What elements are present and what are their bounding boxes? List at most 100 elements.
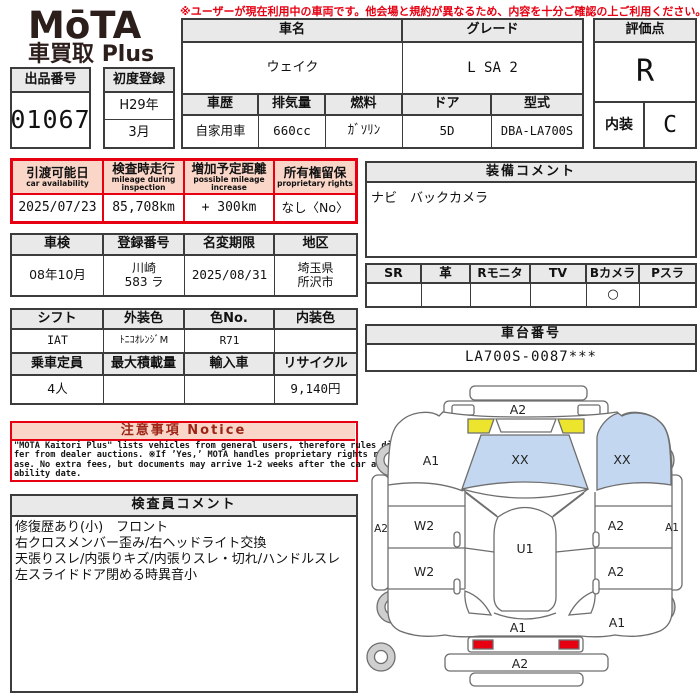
vehicle-name-value: ウェイク — [183, 43, 403, 93]
car-damage-diagram: A2 A1 XX XX A2 A1 W2 W2 A2 A2 U1 A1 A1 A… — [366, 385, 683, 687]
history-header: 車歴 — [183, 93, 259, 116]
plate-value: 川崎 583 ラ — [104, 256, 185, 295]
label-front-bumper: A2 — [510, 402, 527, 417]
equip-leather-value — [422, 284, 471, 306]
chassis-number-label: 車台番号 — [367, 326, 695, 345]
transfer-deadline-value: 2025/08/31 — [185, 256, 275, 295]
doors-value: 5D — [403, 116, 492, 147]
equip-pslide-header: Pスラ — [640, 265, 695, 284]
rating-overall-value: R — [595, 43, 695, 103]
taillight-right-highlight — [558, 639, 580, 650]
interior-color-header: 内装色 — [275, 310, 356, 330]
shift-value: IAT — [12, 330, 104, 352]
first-registration-month: 3月 — [128, 125, 150, 141]
spare-tire — [366, 642, 396, 672]
rear-bottom-panel — [469, 672, 584, 687]
label-left-rear-door: W2 — [414, 564, 434, 579]
mota-logo-brand: MōTA — [28, 4, 142, 47]
label-roof: U1 — [516, 541, 533, 556]
inspector-comment-body: 修復歴あり(小) フロント 右クロスメンバー歪み/右ヘッドライト交換 天張りスレ… — [15, 520, 341, 583]
equipment-comment-box: 装備コメント ナビ バックカメラ — [365, 161, 697, 258]
rating-interior-value: C — [663, 111, 677, 138]
chassis-number-value: LA700S-0087*** — [464, 349, 597, 366]
specs-table: シフト 外装色 色No. 内装色 IAT ﾄﾆｺｵﾚﾝｼﾞM R71 乗車定員 … — [10, 308, 358, 405]
inspector-comment-box: 検査員コメント 修復歴あり(小) フロント 右クロスメンバー歪み/右ヘッドライト… — [10, 494, 358, 693]
roof-panel — [493, 506, 557, 612]
displacement-value: 660cc — [259, 116, 326, 147]
inspection-value: 08年10月 — [12, 256, 104, 295]
front-top-panel — [469, 385, 588, 401]
capacity-value: 4人 — [12, 376, 104, 403]
equip-sr-header: SR — [367, 265, 422, 284]
proprietary-rights-value: なし〈No〉 — [281, 199, 349, 215]
model-code-value: DBA-LA700S — [500, 123, 574, 138]
lot-number-label: 出品番号 — [12, 69, 89, 93]
equipment-table: SR 革 Rモニタ TV Bカメラ Pスラ ○ — [365, 263, 697, 308]
headlight-right-highlight — [557, 418, 585, 434]
equip-sr-value — [367, 284, 422, 306]
import-header: 輸入車 — [185, 352, 275, 376]
plate-header: 登録番号 — [104, 235, 185, 256]
notice-box: 注意事項 Notice "MOTA Kaitori Plus" lists ve… — [10, 421, 397, 482]
label-right-front-door: A2 — [608, 518, 625, 533]
label-rear-gate: A1 — [510, 620, 527, 635]
rear-bumper-bar — [444, 653, 609, 672]
history-value: 自家用車 — [183, 116, 259, 147]
proprietary-rights-header: 所有権留保 proprietary rights — [275, 161, 355, 195]
registration-table: 車検 登録番号 名変期限 地区 08年10月 川崎 583 ラ 2025/08/3… — [10, 233, 358, 297]
displacement-header: 排気量 — [259, 93, 326, 116]
notice-body: "MOTA Kaitori Plus" lists vehicles from … — [14, 441, 397, 480]
inspection-header: 車検 — [12, 235, 104, 256]
availability-date-header: 引渡可能日 car availability — [13, 161, 104, 195]
district-header: 地区 — [275, 235, 356, 256]
interior-color-value — [275, 330, 356, 352]
mileage-header: 検査時走行 mileage during inspection — [104, 161, 185, 195]
mota-logo-subtitle-jp: 車買取 — [28, 42, 95, 67]
vehicle-grade-value: L SA 2 — [467, 59, 518, 76]
lot-number-value: 01067 — [10, 104, 91, 134]
equip-leather-header: 革 — [422, 265, 471, 284]
lot-number-box: 出品番号 01067 — [10, 67, 91, 149]
mota-logo-subtitle-en: Plus — [101, 42, 155, 67]
max-load-header: 最大積載量 — [104, 352, 185, 376]
first-registration-year: H29年 — [105, 93, 173, 120]
rating-header: 評価点 — [595, 20, 695, 43]
label-left-sill: A2 — [374, 523, 388, 535]
label-rear-bumper: A2 — [512, 656, 529, 671]
vehicle-name-header: 車名 — [183, 20, 403, 43]
mileage-increase-value: + 300km — [185, 195, 275, 221]
import-value — [185, 376, 275, 403]
label-right-sill: A1 — [665, 522, 679, 534]
equip-bcamera-header: Bカメラ — [587, 265, 640, 284]
equip-tv-header: TV — [531, 265, 587, 284]
color-no-header: 色No. — [185, 310, 275, 330]
transfer-deadline-header: 名変期限 — [185, 235, 275, 256]
doors-header: ドア — [403, 93, 492, 116]
mota-logo: MōTA 車買取 Plus — [28, 4, 155, 67]
vehicle-grade-header: グレード — [403, 20, 582, 43]
equip-bcamera-value: ○ — [587, 284, 640, 306]
shift-header: シフト — [12, 310, 104, 330]
inspector-comment-title: 検査員コメント — [12, 496, 356, 517]
model-code-header: 型式 — [492, 93, 582, 116]
availability-date-value: 2025/07/23 — [13, 195, 104, 221]
label-left-front-door: W2 — [414, 518, 434, 533]
equip-tv-value — [531, 284, 587, 306]
first-registration-box: 初度登録 H29年 3月 — [103, 67, 175, 149]
first-registration-label: 初度登録 — [105, 69, 173, 93]
label-windshield: XX — [511, 452, 529, 467]
equipment-comment-title: 装備コメント — [367, 163, 695, 183]
district-value: 埼玉県 所沢市 — [297, 260, 334, 289]
mileage-value: 85,708km — [104, 195, 185, 221]
exterior-color-header: 外装色 — [104, 310, 185, 330]
recycle-header: リサイクル — [275, 352, 356, 376]
capacity-header: 乗車定員 — [12, 352, 104, 376]
chassis-number-box: 車台番号 LA700S-0087*** — [365, 324, 697, 372]
recycle-value: 9,140円 — [290, 381, 341, 397]
rating-box: 評価点 R 内装 C — [593, 18, 697, 149]
headlight-left-highlight — [467, 418, 495, 434]
exterior-color-value: ﾄﾆｺｵﾚﾝｼﾞM — [104, 330, 185, 352]
equip-rmonitor-value — [471, 284, 531, 306]
label-left-front-fender: A1 — [423, 453, 440, 468]
fuel-header: 燃料 — [326, 93, 403, 116]
